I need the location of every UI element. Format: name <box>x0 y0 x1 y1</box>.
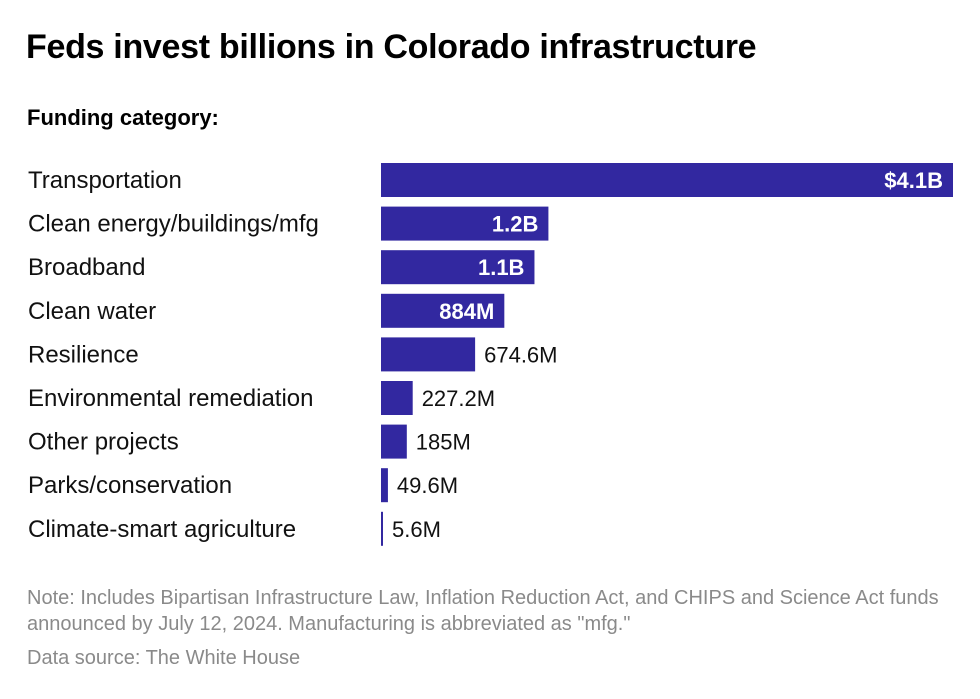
bar <box>381 424 407 459</box>
category-label: Broadband <box>28 254 145 281</box>
value-label: $4.1B <box>884 168 943 193</box>
category-label: Other projects <box>28 429 179 456</box>
bar <box>381 206 549 241</box>
value-label: 227.2M <box>422 386 495 411</box>
value-label: 1.2B <box>492 212 538 237</box>
category-label: Clean energy/buildings/mfg <box>28 211 319 238</box>
bar <box>381 511 383 546</box>
bar <box>381 163 953 197</box>
data-source: Data source: The White House <box>27 647 301 669</box>
chart-note: Note: Includes Bipartisan Infrastructure… <box>27 587 939 635</box>
bar <box>381 468 388 503</box>
bar <box>381 250 535 285</box>
chart-title: Feds invest billions in Colorado infrast… <box>26 28 757 66</box>
category-label: Resilience <box>28 341 139 368</box>
chart-subtitle: Funding category: <box>27 105 219 130</box>
value-label: 185M <box>416 430 471 455</box>
bar <box>381 381 413 415</box>
category-label: Clean water <box>28 298 156 325</box>
bar <box>381 293 505 328</box>
value-label: 884M <box>439 299 494 324</box>
category-label: Transportation <box>28 167 182 194</box>
value-label: 674.6M <box>484 342 557 367</box>
bar-chart: Transportation $4.1B Clean energy/building… <box>28 163 953 546</box>
category-label: Parks/conservation <box>28 472 232 499</box>
bar <box>381 337 476 372</box>
category-label: Climate-smart agriculture <box>28 516 296 543</box>
value-label: 5.6M <box>392 517 441 542</box>
value-label: 1.1B <box>478 255 524 280</box>
value-label: 49.6M <box>397 473 458 498</box>
category-label: Environmental remediation <box>28 385 313 412</box>
